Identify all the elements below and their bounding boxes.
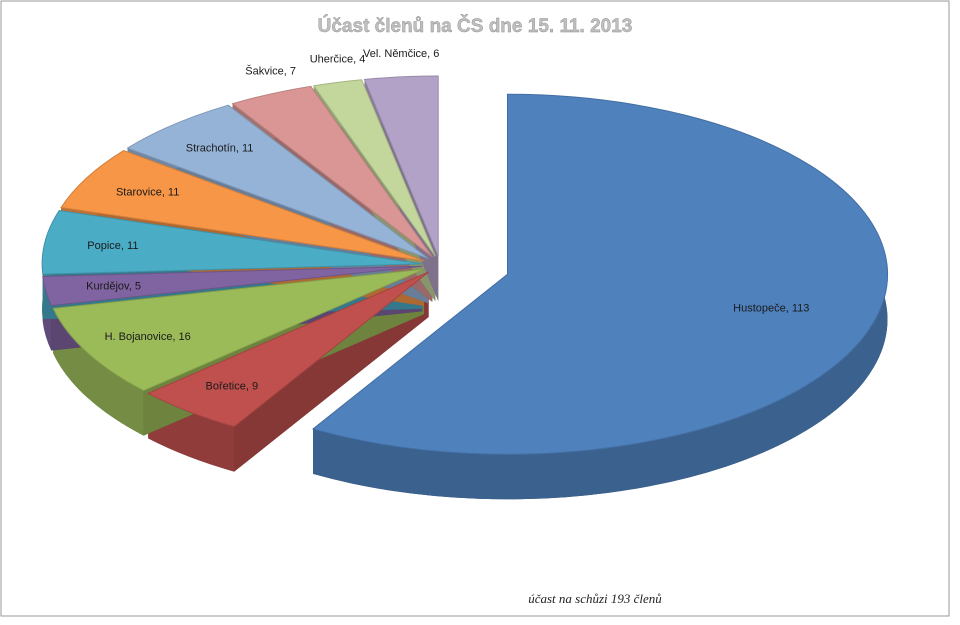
slice xyxy=(231,85,433,258)
data-label: Strachotín, 11 xyxy=(186,142,254,154)
slice-side xyxy=(313,94,888,500)
data-label: Vel. Němčice, 6 xyxy=(363,48,439,60)
slice xyxy=(147,271,429,428)
pie: Hustopeče, 113 Bořetice, 9 H. Bojanovice, … xyxy=(41,48,888,500)
labels: Hustopeče, 113 Bořetice, 9 H. Bojanovice, … xyxy=(86,48,809,392)
data-label: H. Bojanovice, 16 xyxy=(105,331,191,343)
slice xyxy=(42,265,423,307)
slice xyxy=(41,209,423,275)
data-label: Šakvice, 7 xyxy=(245,65,296,78)
slice xyxy=(52,268,425,392)
annotation: účast na schůzi 193 členů xyxy=(528,591,662,606)
chart-title: Účast členů na ČS dne 15. 11. 2013 xyxy=(318,15,633,37)
data-label: Uherčice, 4 xyxy=(310,54,366,66)
slice xyxy=(363,75,439,257)
data-label: Bořetice, 9 xyxy=(206,380,259,392)
data-label: Starovice, 11 xyxy=(116,187,179,199)
slice xyxy=(312,79,436,257)
slice-tops xyxy=(41,75,888,455)
data-label: Kurdějov, 5 xyxy=(86,281,141,293)
slice xyxy=(60,150,425,262)
data-label: Hustopeče, 113 xyxy=(733,303,809,315)
slice xyxy=(126,104,429,259)
slice xyxy=(311,93,888,455)
data-label: Popice, 11 xyxy=(87,240,138,252)
slice-side xyxy=(53,308,144,436)
